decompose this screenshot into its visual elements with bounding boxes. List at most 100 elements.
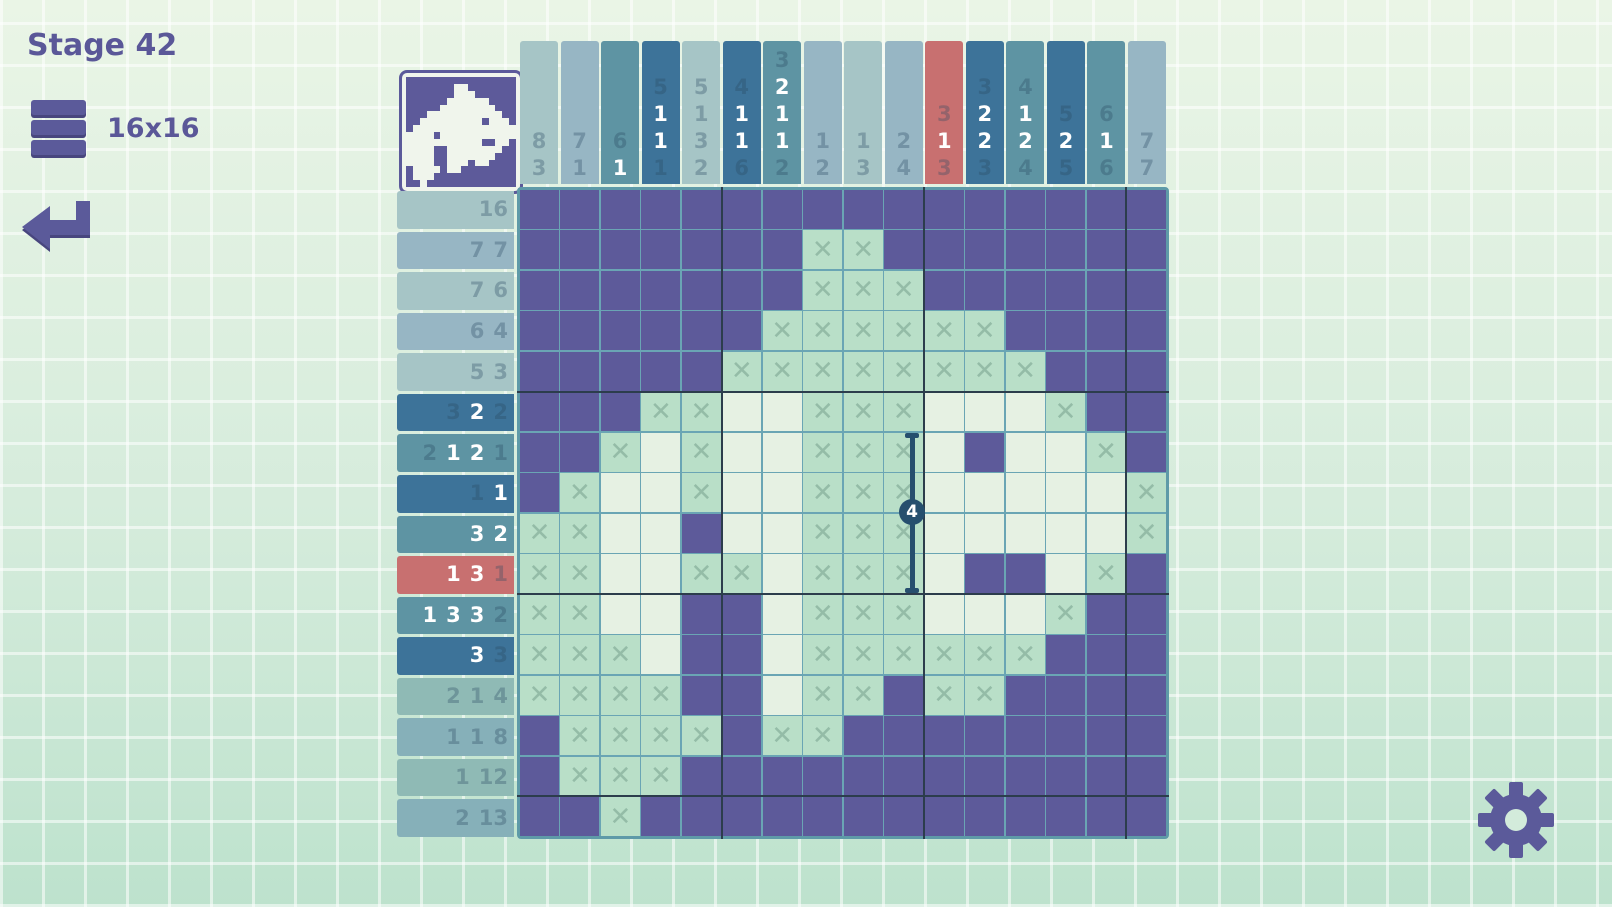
- column-clue-5[interactable]: 5 1 3 2: [682, 41, 721, 184]
- cell-empty[interactable]: [965, 392, 1005, 432]
- cell-filled[interactable]: [924, 230, 964, 270]
- cell-crossed[interactable]: ✕: [884, 635, 924, 675]
- cell-crossed[interactable]: ✕: [681, 473, 721, 513]
- cell-crossed[interactable]: ✕: [560, 554, 600, 594]
- cell-filled[interactable]: [1005, 675, 1045, 715]
- cell-crossed[interactable]: ✕: [762, 311, 802, 351]
- cell-empty[interactable]: [965, 473, 1005, 513]
- cell-filled[interactable]: [681, 311, 721, 351]
- cell-filled[interactable]: [560, 432, 600, 472]
- cell-filled[interactable]: [722, 311, 762, 351]
- cell-filled[interactable]: [520, 351, 559, 391]
- cell-filled[interactable]: [681, 756, 721, 796]
- cell-empty[interactable]: [1046, 432, 1086, 472]
- cell-filled[interactable]: [600, 270, 640, 310]
- cell-filled[interactable]: [884, 797, 924, 836]
- cell-crossed[interactable]: ✕: [520, 675, 559, 715]
- cell-crossed[interactable]: ✕: [520, 554, 559, 594]
- cell-filled[interactable]: [722, 675, 762, 715]
- cell-empty[interactable]: [1046, 473, 1086, 513]
- cell-empty[interactable]: [1046, 513, 1086, 553]
- cell-crossed[interactable]: ✕: [843, 351, 883, 391]
- cell-empty[interactable]: [762, 635, 802, 675]
- cell-crossed[interactable]: ✕: [520, 635, 559, 675]
- cell-crossed[interactable]: ✕: [600, 432, 640, 472]
- cell-crossed[interactable]: ✕: [560, 716, 600, 756]
- cell-filled[interactable]: [1005, 797, 1045, 836]
- cell-empty[interactable]: [722, 513, 762, 553]
- cell-empty[interactable]: [641, 473, 681, 513]
- cell-empty[interactable]: [924, 594, 964, 634]
- cell-filled[interactable]: [722, 797, 762, 836]
- cell-empty[interactable]: [965, 594, 1005, 634]
- cell-crossed[interactable]: ✕: [884, 554, 924, 594]
- cell-empty[interactable]: [600, 473, 640, 513]
- cell-empty[interactable]: [924, 554, 964, 594]
- cell-filled[interactable]: [1046, 311, 1086, 351]
- cell-filled[interactable]: [1046, 675, 1086, 715]
- cell-crossed[interactable]: ✕: [681, 554, 721, 594]
- cell-empty[interactable]: [722, 392, 762, 432]
- cell-crossed[interactable]: ✕: [843, 675, 883, 715]
- cell-empty[interactable]: [762, 513, 802, 553]
- cell-filled[interactable]: [924, 270, 964, 310]
- column-clue-14[interactable]: 5 2 5: [1046, 41, 1085, 184]
- column-clue-12[interactable]: 3 2 2 3: [965, 41, 1004, 184]
- cell-filled[interactable]: [762, 270, 802, 310]
- row-clue-15[interactable]: 1 12: [397, 758, 514, 797]
- cell-filled[interactable]: [762, 756, 802, 796]
- cell-empty[interactable]: [762, 392, 802, 432]
- cell-empty[interactable]: [1046, 554, 1086, 594]
- cell-filled[interactable]: [681, 270, 721, 310]
- cell-filled[interactable]: [520, 311, 559, 351]
- cell-filled[interactable]: [722, 756, 762, 796]
- cell-filled[interactable]: [1086, 351, 1126, 391]
- cell-crossed[interactable]: ✕: [560, 675, 600, 715]
- cell-filled[interactable]: [1005, 554, 1045, 594]
- cell-empty[interactable]: [1005, 513, 1045, 553]
- cell-filled[interactable]: [762, 190, 802, 229]
- cell-filled[interactable]: [520, 392, 559, 432]
- cell-empty[interactable]: [600, 513, 640, 553]
- cell-filled[interactable]: [641, 270, 681, 310]
- cell-crossed[interactable]: ✕: [884, 432, 924, 472]
- cell-crossed[interactable]: ✕: [600, 675, 640, 715]
- cell-empty[interactable]: [1005, 594, 1045, 634]
- cell-crossed[interactable]: ✕: [681, 392, 721, 432]
- cell-crossed[interactable]: ✕: [600, 716, 640, 756]
- cell-empty[interactable]: [600, 554, 640, 594]
- cell-filled[interactable]: [965, 797, 1005, 836]
- cell-crossed[interactable]: ✕: [884, 311, 924, 351]
- cell-empty[interactable]: [641, 594, 681, 634]
- cell-crossed[interactable]: ✕: [560, 635, 600, 675]
- cell-crossed[interactable]: ✕: [843, 432, 883, 472]
- cell-crossed[interactable]: ✕: [884, 513, 924, 553]
- cell-filled[interactable]: [1005, 270, 1045, 310]
- cell-filled[interactable]: [965, 716, 1005, 756]
- cell-empty[interactable]: [641, 554, 681, 594]
- cell-crossed[interactable]: ✕: [884, 392, 924, 432]
- column-clue-4[interactable]: 5 1 1 1: [641, 41, 680, 184]
- cell-filled[interactable]: [1127, 675, 1166, 715]
- cell-filled[interactable]: [1127, 554, 1166, 594]
- column-clue-13[interactable]: 4 1 2 4: [1006, 41, 1045, 184]
- cell-crossed[interactable]: ✕: [803, 311, 843, 351]
- cell-crossed[interactable]: ✕: [762, 351, 802, 391]
- cell-filled[interactable]: [520, 270, 559, 310]
- cell-crossed[interactable]: ✕: [843, 473, 883, 513]
- cell-filled[interactable]: [1086, 311, 1126, 351]
- cell-crossed[interactable]: ✕: [762, 716, 802, 756]
- cell-crossed[interactable]: ✕: [803, 716, 843, 756]
- cell-empty[interactable]: [722, 432, 762, 472]
- cell-crossed[interactable]: ✕: [803, 473, 843, 513]
